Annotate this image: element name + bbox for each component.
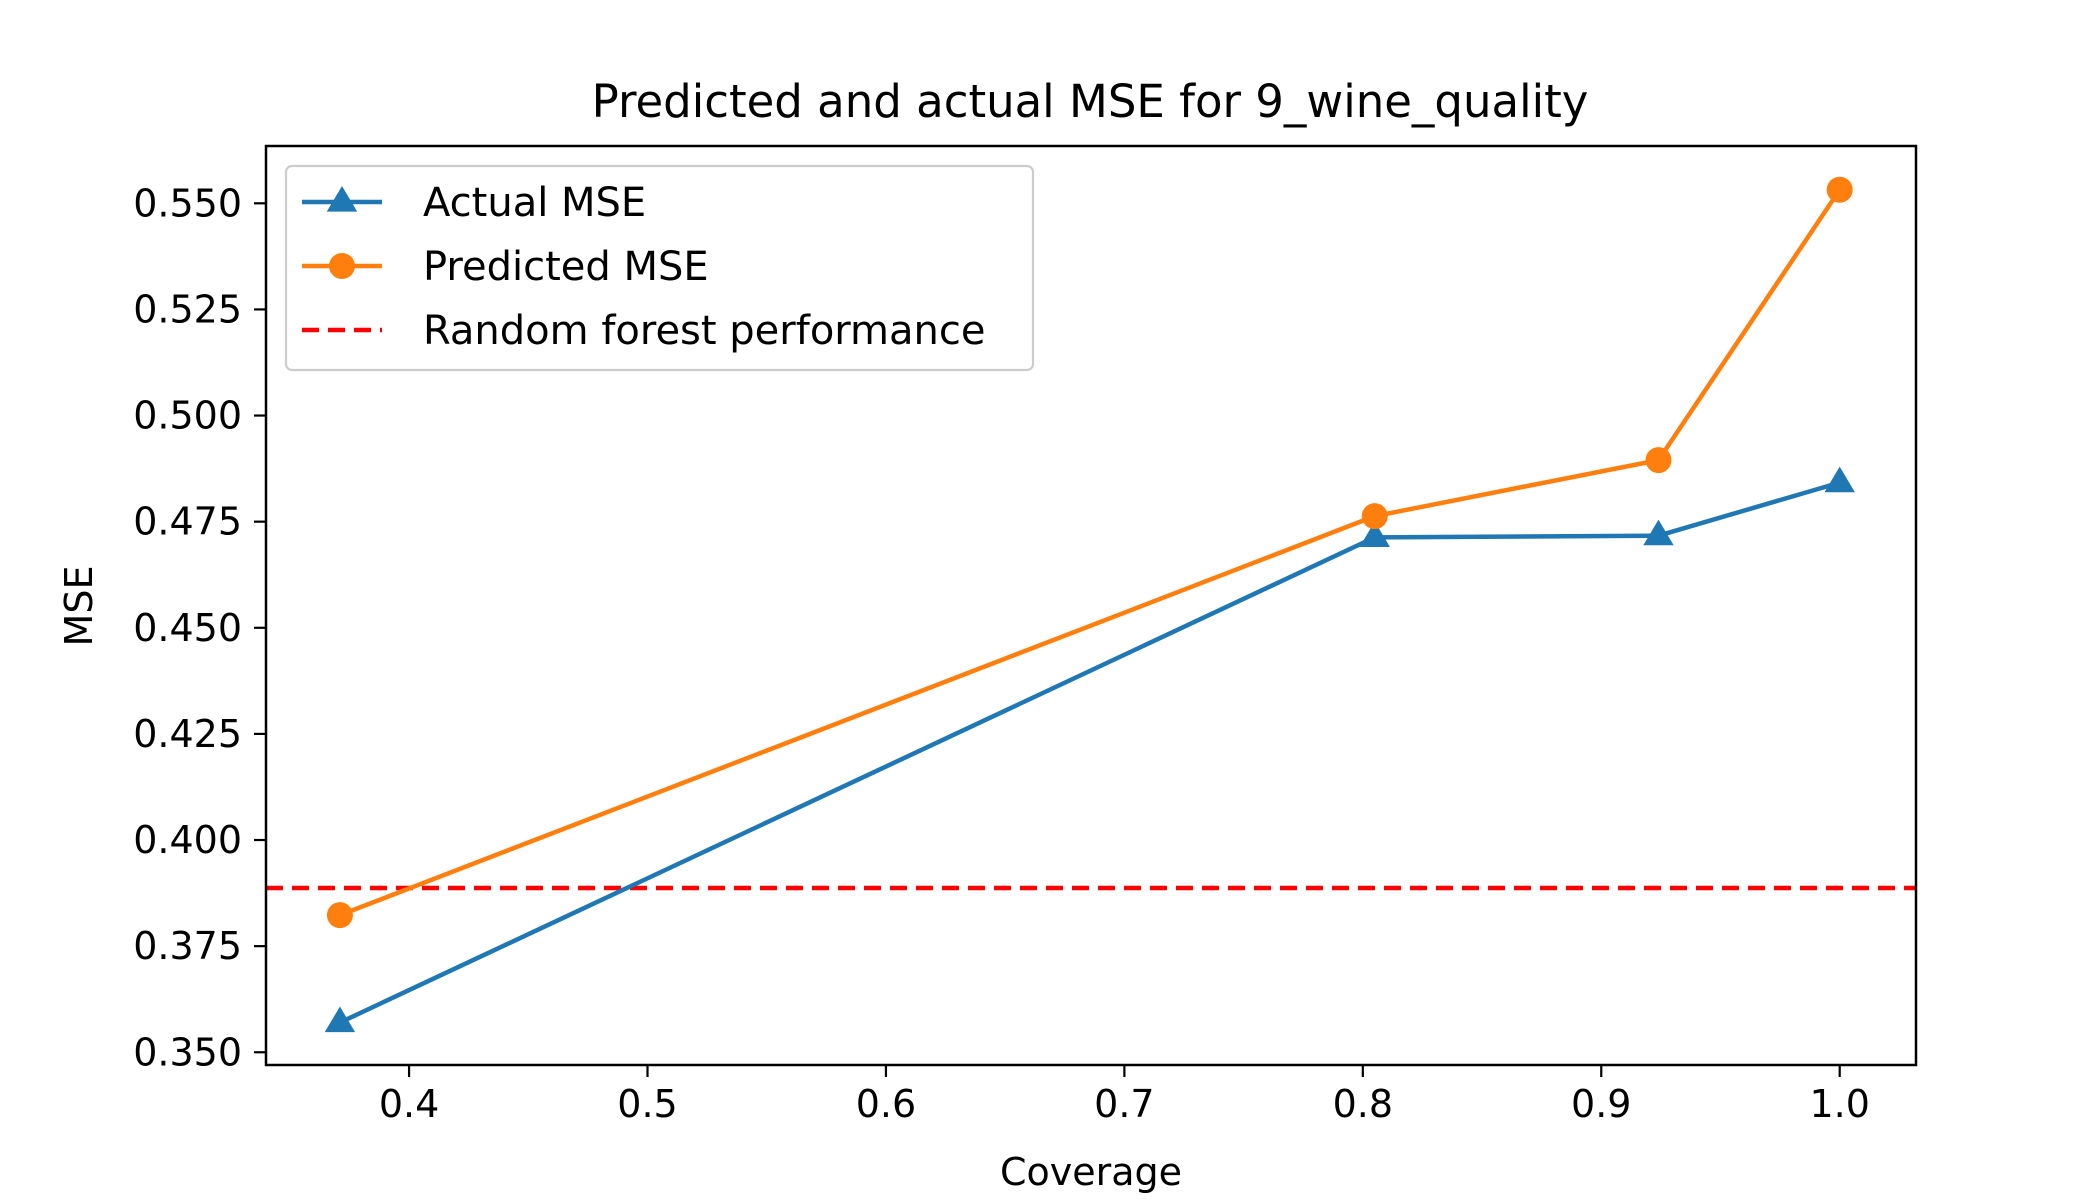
- plot-area: [266, 176, 1916, 1033]
- series-line-1: [339, 188, 1842, 918]
- x-tick-label-1: 0.5: [617, 1082, 677, 1126]
- series-line-0: [338, 480, 1841, 1025]
- series-1-point-3: [1826, 176, 1853, 203]
- y-tick-label-2: 0.400: [133, 818, 242, 862]
- x-tick-label-2: 0.6: [856, 1082, 916, 1126]
- series-0-point-0: [324, 1006, 356, 1033]
- y-tick-label-8: 0.550: [133, 181, 242, 225]
- series-0-point-2: [1643, 519, 1674, 546]
- y-tick-label-1: 0.375: [133, 924, 242, 968]
- legend-marker-0: [326, 186, 358, 212]
- series-1-point-1: [1361, 503, 1388, 530]
- y-tick-label-7: 0.525: [133, 287, 242, 331]
- y-tick-label-5: 0.475: [133, 500, 242, 544]
- legend-box: [284, 164, 1035, 372]
- legend-label-2: Random forest performance: [423, 308, 985, 354]
- series-1-point-2: [1645, 447, 1672, 474]
- y-tick-label-3: 0.425: [133, 712, 242, 756]
- x-tick-label-4: 0.8: [1333, 1082, 1393, 1126]
- legend: Actual MSE Predicted MSE Random forest per…: [284, 164, 1035, 372]
- series-0-point-1: [1359, 521, 1390, 547]
- x-axis-label: Coverage: [1000, 1150, 1182, 1194]
- legend-label-1: Predicted MSE: [423, 244, 709, 290]
- series-0-point-3: [1824, 466, 1855, 493]
- y-axis-label: MSE: [57, 566, 101, 647]
- legend-marker-1: [329, 253, 355, 279]
- chart-title: Predicted and actual MSE for 9_wine_qual…: [592, 75, 1589, 128]
- legend-label-0: Actual MSE: [423, 180, 646, 226]
- y-tick-label-0: 0.350: [133, 1030, 242, 1074]
- y-tick-label-4: 0.450: [133, 606, 242, 650]
- x-tick-label-5: 0.9: [1571, 1082, 1631, 1126]
- y-axis: 0.350 0.375 0.400 0.425 0.450 0.475 0.500 0.525…: [133, 181, 266, 1074]
- plot-frame: [264, 144, 1918, 1067]
- x-tick-label-6: 1.0: [1809, 1082, 1869, 1126]
- x-tick-label-0: 0.4: [379, 1082, 439, 1126]
- y-tick-label-6: 0.500: [133, 394, 242, 438]
- x-tick-label-3: 0.7: [1094, 1082, 1154, 1126]
- series-1-point-0: [326, 902, 353, 929]
- x-axis: 0.4 0.5 0.6 0.7 0.8 0.9 1.0: [379, 1065, 1870, 1126]
